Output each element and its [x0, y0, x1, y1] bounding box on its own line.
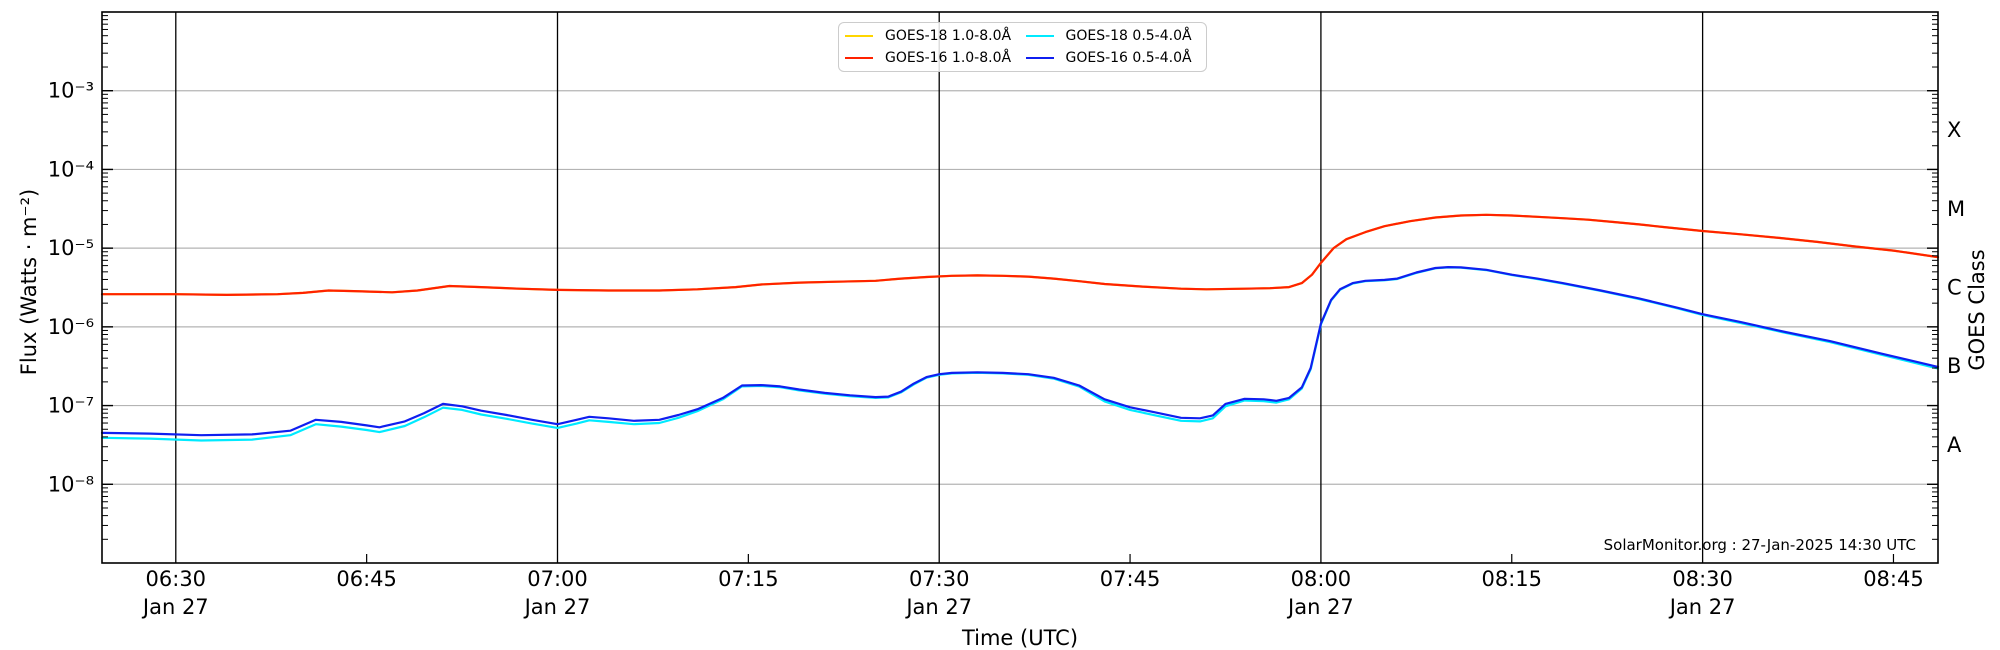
series-goes18-short [100, 266, 1940, 442]
legend-line-swatch [1025, 35, 1054, 37]
legend-label: GOES-16 0.5-4.0Å [1065, 50, 1192, 66]
y-tick-label: 10⁻⁶ [48, 315, 94, 339]
legend-item: GOES-16 1.0-8.0Å [845, 47, 1026, 69]
legend-label: GOES-16 1.0-8.0Å [885, 50, 1012, 66]
y-tick-label: 10⁻³ [48, 79, 94, 103]
x-tick-label: 07:00 [527, 567, 588, 591]
plot-border [101, 11, 1939, 564]
legend-label: GOES-18 1.0-8.0Å [885, 28, 1012, 44]
series-goes16-short [100, 266, 1940, 437]
x-tick-label: 08:00 [1291, 567, 1352, 591]
goes-class-label: C [1947, 276, 1962, 300]
x-tick-label: 08:45 [1863, 567, 1924, 591]
x-tick-label: 07:15 [718, 567, 779, 591]
legend-item: GOES-16 0.5-4.0Å [1025, 47, 1207, 69]
goes-class-label: B [1947, 354, 1961, 378]
y-tick-label: 10⁻⁸ [48, 472, 94, 496]
chart-legend: GOES-18 1.0-8.0Å GOES-16 1.0-8.0Å GOES-18 … [838, 22, 1207, 72]
right-axis-title: GOES Class [1965, 249, 1989, 371]
series-goes16-long [100, 213, 1940, 296]
x-date-label: Jan 27 [523, 595, 591, 619]
watermark-text: SolarMonitor.org : 27-Jan-2025 14:30 UTC [1603, 536, 1916, 554]
x-date-label: Jan 27 [904, 595, 972, 619]
y-tick-label: 10⁻⁵ [48, 236, 94, 260]
x-tick-label: 07:45 [1100, 567, 1161, 591]
legend-line-swatch [845, 57, 873, 59]
x-tick-label: 06:45 [336, 567, 397, 591]
legend-line-swatch [1025, 57, 1054, 59]
x-axis-title: Time (UTC) [961, 626, 1079, 650]
legend-item: GOES-18 0.5-4.0Å [1025, 25, 1207, 47]
goes-class-label: M [1947, 197, 1965, 221]
y-axis-title: Flux (Watts · m⁻²) [17, 188, 41, 376]
x-date-label: Jan 27 [1286, 595, 1354, 619]
y-tick-label: 10⁻⁷ [48, 394, 94, 418]
x-tick-label: 06:30 [146, 567, 207, 591]
legend-line-swatch [845, 35, 873, 37]
x-date-label: Jan 27 [141, 595, 209, 619]
legend-label: GOES-18 0.5-4.0Å [1065, 28, 1192, 44]
goes-class-label: X [1947, 118, 1961, 142]
goes-class-label: A [1947, 433, 1962, 457]
y-tick-label: 10⁻⁴ [48, 157, 94, 181]
x-tick-label: 08:15 [1481, 567, 1542, 591]
x-date-label: Jan 27 [1668, 595, 1736, 619]
x-tick-label: 07:30 [909, 567, 970, 591]
x-tick-label: 08:30 [1672, 567, 1733, 591]
legend-item: GOES-18 1.0-8.0Å [845, 25, 1026, 47]
